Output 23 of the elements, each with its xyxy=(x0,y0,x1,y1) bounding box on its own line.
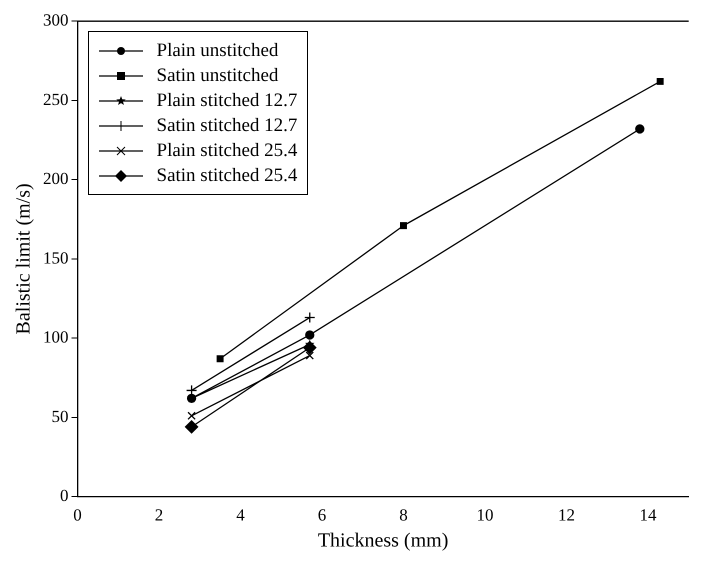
x-tick-label: 12 xyxy=(558,505,575,524)
x-tick-label: 4 xyxy=(236,505,246,524)
x-tick-label: 8 xyxy=(399,505,408,524)
legend-label: Plain stitched 25.4 xyxy=(156,139,298,164)
x-tick-label: 10 xyxy=(476,505,494,524)
x-axis-title: Thickness (mm) xyxy=(318,529,448,552)
legend-label: Satin unstitched xyxy=(156,64,278,88)
x-tick-label: 6 xyxy=(318,505,326,524)
y-axis-title: Balistic limit (m/s) xyxy=(12,183,34,334)
x-tick-label: 0 xyxy=(73,505,82,524)
y-tick-label: 0 xyxy=(60,486,68,506)
legend-label: Plain unstitched xyxy=(156,39,278,64)
y-tick-label: 300 xyxy=(43,10,68,30)
x-tick-label: 14 xyxy=(639,505,657,524)
y-tick-label: 50 xyxy=(52,406,68,426)
legend-label: Plain stitched 12.7 xyxy=(156,89,298,114)
y-tick-label: 200 xyxy=(43,169,68,188)
y-tick-label: 150 xyxy=(43,248,68,268)
x-tick-label: 2 xyxy=(154,505,164,524)
legend-label: Satin stitched 12.7 xyxy=(156,114,298,138)
legend-label: Satin stitched 25.4 xyxy=(156,164,298,188)
y-tick-label: 100 xyxy=(43,328,68,347)
y-tick-label: 250 xyxy=(43,90,68,109)
